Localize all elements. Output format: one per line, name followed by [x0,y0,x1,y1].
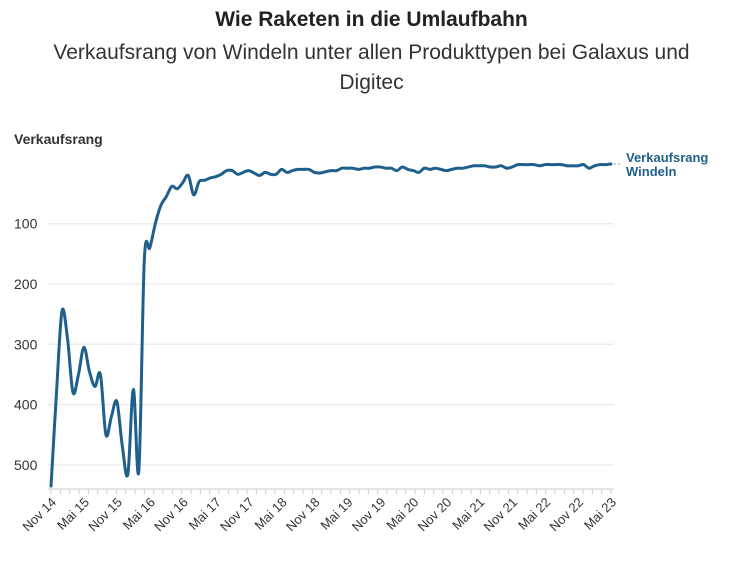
x-tick-label: Nov 22 [546,495,586,535]
x-tick-label: Mai 20 [383,495,421,533]
series-lines [49,162,622,488]
y-tick-label: 300 [14,336,38,352]
x-tick-label: Mai 21 [449,495,487,533]
y-axis-ticks: 100 200 300 400 500 [14,216,38,473]
x-tick-label: Mai 18 [252,495,290,533]
y-tick-label: 200 [14,276,38,292]
y-tick-label: 100 [14,216,38,232]
x-tick-label: Nov 21 [481,495,521,535]
grid-lines [48,223,614,494]
x-tick-label: Nov 17 [217,495,257,535]
chart-subtitle: Verkaufsrang von Windeln unter allen Pro… [53,41,690,94]
x-tick-label: Nov 16 [151,495,191,535]
chart-title: Wie Raketen in die Umlaufbahn [215,8,528,31]
y-axis-label: Verkaufsrang [14,131,103,147]
y-tick-label: 400 [14,397,38,413]
x-tick-label: Mai 22 [515,495,553,533]
x-tick-label: Mai 19 [317,495,355,533]
series-label-line-1: Verkaufsrang [626,150,708,165]
x-tick-label: Mai 23 [581,495,619,533]
x-tick-label: Mai 16 [120,495,158,533]
x-tick-label: Mai 15 [54,495,92,533]
series-line-windeln [49,162,613,488]
x-tick-label: Nov 19 [349,495,389,535]
x-tick-label: Nov 14 [19,495,59,535]
x-tick-label: Mai 17 [186,495,224,533]
y-tick-label: 500 [14,457,38,473]
x-tick-label: Nov 20 [415,495,455,535]
x-tick-label: Nov 15 [85,495,125,535]
series-label-group: Verkaufsrang Windeln [626,150,708,179]
series-label-line-2: Windeln [626,164,676,179]
x-tick-label: Nov 18 [283,495,323,535]
